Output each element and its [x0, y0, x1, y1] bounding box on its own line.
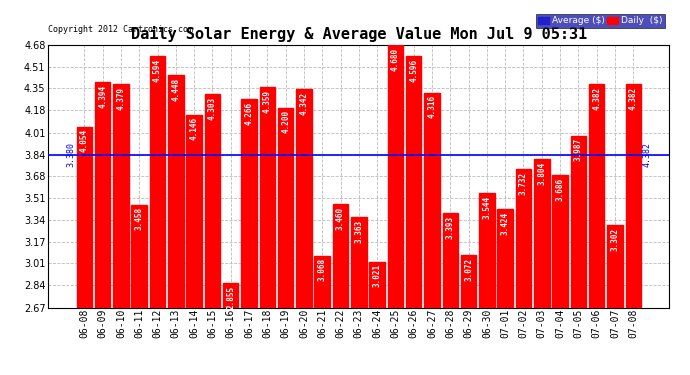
Text: 4.596: 4.596: [409, 58, 418, 82]
Bar: [369, 262, 385, 308]
Text: 3.686: 3.686: [555, 177, 564, 201]
Text: 3.458: 3.458: [135, 207, 144, 230]
Bar: [296, 89, 312, 308]
Text: 3.072: 3.072: [464, 258, 473, 281]
Bar: [461, 255, 476, 308]
Text: 4.359: 4.359: [263, 90, 272, 112]
Bar: [424, 93, 440, 308]
Bar: [205, 94, 220, 308]
Text: 3.987: 3.987: [574, 138, 583, 161]
Text: 3.363: 3.363: [354, 220, 364, 243]
Bar: [241, 99, 257, 308]
Text: 4.448: 4.448: [171, 78, 180, 101]
Text: Copyright 2012 Cartronics.com: Copyright 2012 Cartronics.com: [48, 26, 193, 34]
Legend: Average ($), Daily  ($): Average ($), Daily ($): [536, 14, 664, 28]
Title: Daily Solar Energy & Average Value Mon Jul 9 05:31: Daily Solar Energy & Average Value Mon J…: [130, 27, 587, 42]
Text: 4.379: 4.379: [117, 87, 126, 110]
Bar: [589, 84, 604, 308]
Text: 2.855: 2.855: [226, 286, 235, 309]
Text: 4.054: 4.054: [80, 129, 89, 153]
Bar: [186, 115, 202, 308]
Bar: [168, 75, 184, 308]
Text: 4.680: 4.680: [391, 48, 400, 71]
Text: 3.380: 3.380: [66, 142, 75, 167]
Text: 3.021: 3.021: [373, 264, 382, 287]
Bar: [626, 84, 641, 308]
Text: 4.382: 4.382: [629, 87, 638, 109]
Bar: [571, 135, 586, 308]
Bar: [388, 45, 403, 308]
Bar: [278, 108, 293, 307]
Text: 3.544: 3.544: [482, 196, 491, 219]
Text: 4.382: 4.382: [642, 142, 651, 167]
Bar: [113, 84, 128, 308]
Bar: [479, 194, 495, 308]
Text: 3.302: 3.302: [611, 228, 620, 251]
Bar: [351, 217, 366, 308]
Text: 3.424: 3.424: [501, 211, 510, 235]
Text: 4.594: 4.594: [153, 59, 162, 82]
Text: 3.460: 3.460: [336, 207, 345, 230]
Bar: [131, 205, 147, 308]
Bar: [315, 255, 330, 308]
Bar: [333, 204, 348, 308]
Bar: [223, 284, 239, 308]
Text: 3.393: 3.393: [446, 216, 455, 239]
Bar: [552, 175, 568, 308]
Text: 4.382: 4.382: [592, 87, 601, 109]
Bar: [497, 209, 513, 308]
Text: 4.303: 4.303: [208, 97, 217, 120]
Bar: [515, 169, 531, 308]
Bar: [406, 56, 422, 308]
Text: 4.394: 4.394: [98, 85, 107, 108]
Bar: [534, 159, 549, 308]
Text: 4.200: 4.200: [281, 110, 290, 134]
Bar: [77, 127, 92, 308]
Bar: [607, 225, 623, 308]
Text: 4.316: 4.316: [428, 95, 437, 118]
Bar: [259, 87, 275, 308]
Text: 4.342: 4.342: [299, 92, 308, 115]
Bar: [95, 82, 110, 308]
Bar: [150, 56, 166, 308]
Text: 4.266: 4.266: [244, 102, 253, 125]
Text: 3.732: 3.732: [519, 171, 528, 195]
Text: 3.068: 3.068: [317, 258, 326, 281]
Text: 3.804: 3.804: [538, 162, 546, 185]
Bar: [442, 213, 458, 308]
Text: 4.146: 4.146: [190, 117, 199, 141]
